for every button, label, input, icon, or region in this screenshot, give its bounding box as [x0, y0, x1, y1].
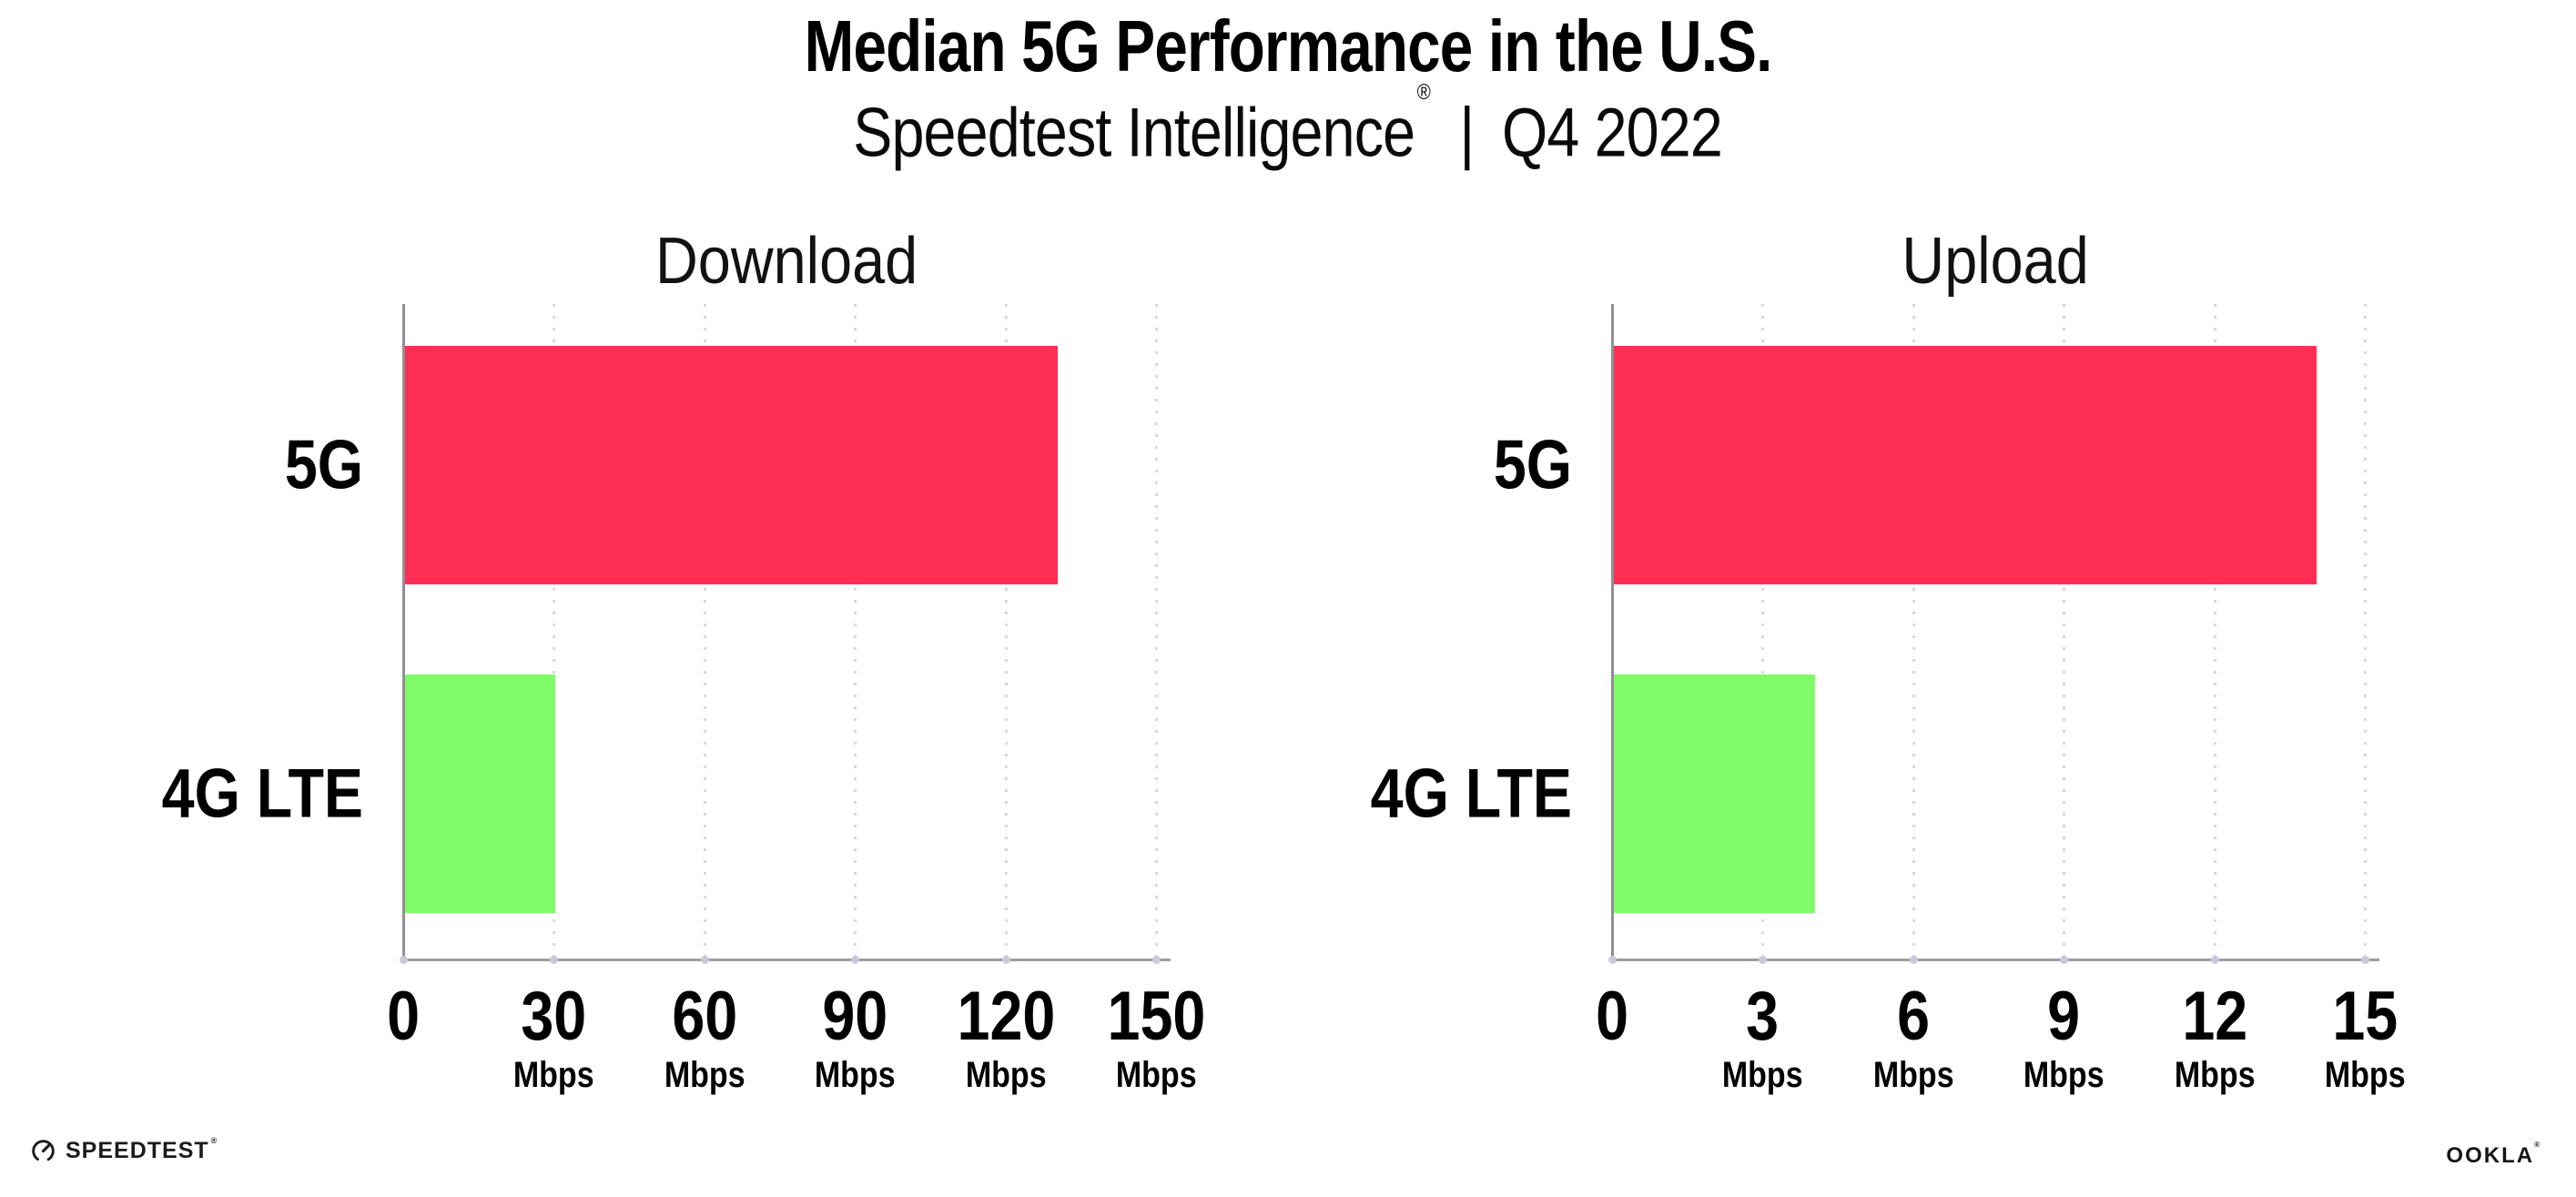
axis-tick-dot	[1152, 956, 1161, 964]
speedtest-registered-mark-icon: ®	[210, 1135, 218, 1145]
x-tick-label: 9 Mbps	[1982, 978, 2145, 1095]
x-tick-value: 15	[2332, 978, 2398, 1055]
axis-tick-dot	[550, 956, 558, 964]
gridline	[1155, 304, 1158, 958]
axis-tick-dot	[2060, 956, 2068, 964]
x-tick-unit: Mbps	[1721, 1055, 1803, 1095]
bar-5g	[405, 346, 1058, 584]
x-tick-label: 60 Mbps	[623, 978, 786, 1095]
registered-trademark-icon: ®	[1417, 80, 1431, 105]
axis-tick-dot	[1759, 956, 1767, 964]
x-tick-value: 9	[2047, 978, 2080, 1055]
x-tick-unit: Mbps	[664, 1055, 745, 1095]
x-tick-value: 0	[387, 978, 420, 1055]
category-label-5g: 5G	[1493, 426, 1572, 504]
x-axis-line	[1611, 959, 2379, 961]
upload-panel-title: Upload	[1612, 226, 2378, 297]
x-tick-value: 150	[1107, 978, 1205, 1055]
speedtest-wordmark-text: SPEEDTEST	[66, 1138, 209, 1163]
x-tick-label: 3 Mbps	[1680, 978, 1844, 1095]
subtitle-brand: Speedtest Intelligence	[853, 94, 1416, 172]
axis-tick-dot	[400, 956, 408, 964]
download-panel-title: Download	[403, 226, 1170, 297]
x-tick-value: 6	[1897, 978, 1930, 1055]
x-tick-value: 90	[822, 978, 887, 1055]
gridline	[704, 304, 706, 958]
axis-tick-dot	[2211, 956, 2219, 964]
x-tick-label: 0	[1530, 981, 1694, 1052]
x-tick-value: 12	[2182, 978, 2247, 1055]
bar-4g-lte	[405, 675, 555, 913]
speedtest-logo: SPEEDTEST ®	[31, 1135, 218, 1164]
x-tick-label: 15 Mbps	[2283, 978, 2447, 1095]
gridline	[2364, 304, 2367, 958]
subtitle-period: Q4 2022	[1502, 94, 1723, 172]
gridline	[1912, 304, 1915, 958]
chart-title-text: Median 5G Performance in the U.S.	[804, 5, 1773, 86]
y-axis-line	[402, 304, 405, 961]
x-tick-label: 30 Mbps	[472, 978, 635, 1095]
x-tick-unit: Mbps	[1115, 1055, 1197, 1095]
x-tick-value: 0	[1596, 978, 1628, 1055]
subtitle-separator: |	[1459, 94, 1476, 172]
gridline	[2214, 304, 2216, 958]
bar-5g	[1614, 346, 2317, 584]
x-tick-label: 90 Mbps	[773, 978, 937, 1095]
chart-title: Median 5G Performance in the U.S.	[0, 0, 2576, 84]
download-panel-title-text: Download	[654, 225, 918, 298]
x-tick-label: 120 Mbps	[924, 978, 1088, 1095]
upload-plot-area: 0 3 Mbps 6 Mbps 9 Mbps 12 Mbps 15 Mbps 5G 4G LTE	[1371, 304, 2405, 1094]
ookla-registered-mark-icon: ®	[2534, 1141, 2541, 1149]
category-label-4g-lte: 4G LTE	[161, 755, 363, 833]
axis-tick-dot	[701, 956, 709, 964]
axis-tick-dot	[851, 956, 859, 964]
upload-panel-title-text: Upload	[1902, 225, 2089, 298]
ookla-logo: OOKLA®	[2446, 1141, 2541, 1169]
x-tick-label: 6 Mbps	[1831, 978, 1995, 1095]
category-label-5g: 5G	[284, 426, 363, 504]
gridline	[2063, 304, 2065, 958]
speedtest-wordmark: SPEEDTEST ®	[66, 1135, 218, 1164]
x-tick-unit: Mbps	[2174, 1055, 2256, 1095]
axis-tick-dot	[1002, 956, 1010, 964]
gridline	[1005, 304, 1008, 958]
x-tick-label: 12 Mbps	[2133, 978, 2297, 1095]
category-label-4g-lte: 4G LTE	[1370, 755, 1572, 833]
bar-4g-lte	[1614, 675, 1815, 913]
speedtest-gauge-icon	[32, 1140, 55, 1162]
x-tick-unit: Mbps	[2023, 1055, 2104, 1095]
axis-tick-dot	[1910, 956, 1918, 964]
x-tick-unit: Mbps	[1872, 1055, 1954, 1095]
x-tick-value: 120	[957, 978, 1055, 1055]
download-plot-area: 0 30 Mbps 60 Mbps 90 Mbps 120 Mbps 150 Mbps 5G 4G LT…	[162, 304, 1205, 1094]
chart-header: Median 5G Performance in the U.S. Speedt…	[0, 0, 2576, 169]
chart-subtitle: Speedtest Intelligence® | Q4 2022	[0, 80, 2576, 172]
gridline	[1761, 304, 1764, 958]
axis-tick-dot	[1608, 956, 1617, 964]
x-tick-value: 60	[672, 978, 737, 1055]
x-tick-unit: Mbps	[512, 1055, 594, 1095]
axis-tick-dot	[2361, 956, 2369, 964]
x-tick-value: 30	[521, 978, 586, 1055]
x-tick-label: 150 Mbps	[1074, 978, 1238, 1095]
x-axis-line	[402, 959, 1171, 961]
x-tick-label: 0	[321, 981, 485, 1052]
upload-chart: Upload 0 3 Mbps 6 Mbps 9 Mbps 12 Mbps 15 Mbps 5G 4G …	[1371, 226, 2406, 1118]
gridline	[553, 304, 555, 958]
x-tick-unit: Mbps	[2324, 1055, 2406, 1095]
y-axis-line	[1611, 304, 1614, 961]
ookla-wordmark-text: OOKLA	[2446, 1143, 2535, 1168]
download-chart: Download 0 30 Mbps 60 Mbps 90 Mbps 120 Mbps 150 Mb…	[162, 226, 1205, 1118]
x-tick-unit: Mbps	[814, 1055, 896, 1095]
gridline	[854, 304, 857, 958]
x-tick-value: 3	[1746, 978, 1779, 1055]
x-tick-unit: Mbps	[965, 1055, 1047, 1095]
